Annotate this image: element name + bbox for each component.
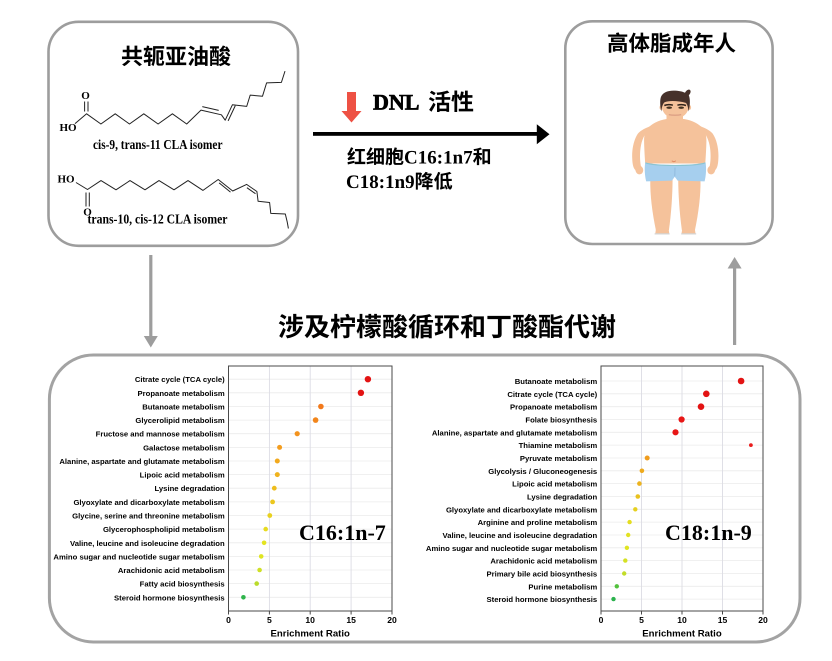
svg-text:Primary bile acid biosynthesis: Primary bile acid biosynthesis [487,570,598,579]
svg-text:Glycolysis / Gluconeogenesis: Glycolysis / Gluconeogenesis [488,467,597,476]
svg-text:Arginine and proline metabolis: Arginine and proline metabolism [478,518,598,527]
svg-text:Amino sugar and nucleotide sug: Amino sugar and nucleotide sugar metabol… [53,552,224,561]
svg-text:Folate biosynthesis: Folate biosynthesis [525,416,597,425]
svg-text:HO: HO [59,122,77,134]
svg-text:Propanoate metabolism: Propanoate metabolism [510,403,597,412]
svg-text:Thiamine metabolism: Thiamine metabolism [519,441,598,450]
svg-text:Amino sugar and nucleotide sug: Amino sugar and nucleotide sugar metabol… [426,544,597,553]
svg-text:C18:1n-9: C18:1n-9 [665,520,752,545]
svg-text:O: O [81,90,90,102]
svg-text:Glyoxylate and dicarboxylate m: Glyoxylate and dicarboxylate metabolism [446,505,597,514]
svg-text:trans-10, cis-12 CLA isomer: trans-10, cis-12 CLA isomer [88,212,228,227]
svg-text:Alanine, aspartate and glutama: Alanine, aspartate and glutamate metabol… [432,428,597,437]
svg-text:O: O [83,207,92,219]
svg-text:Valine, leucine and isoleucine: Valine, leucine and isoleucine degradati… [443,531,598,540]
svg-text:Galactose metabolism: Galactose metabolism [143,443,225,452]
svg-text:Fructose and mannose metabolis: Fructose and mannose metabolism [96,430,225,439]
svg-text:Steroid hormone biosynthesis: Steroid hormone biosynthesis [114,593,225,602]
svg-text:20: 20 [387,615,397,625]
svg-text:Glyoxylate and dicarboxylate m: Glyoxylate and dicarboxylate metabolism [73,498,224,507]
svg-text:15: 15 [346,615,356,625]
svg-text:Glycine, serine and threonine: Glycine, serine and threonine metabolism [72,512,225,521]
svg-text:Arachidonic acid metabolism: Arachidonic acid metabolism [490,557,597,566]
svg-text:Alanine, aspartate and glutama: Alanine, aspartate and glutamate metabol… [59,457,224,466]
svg-text:Glycerolipid metabolism: Glycerolipid metabolism [135,416,224,425]
svg-text:Glycerophospholipid metabolism: Glycerophospholipid metabolism [103,525,225,534]
svg-text:Lipoic acid metabolism: Lipoic acid metabolism [140,471,225,480]
svg-text:Lysine degradation: Lysine degradation [154,484,225,493]
svg-text:Valine, leucine and isoleucine: Valine, leucine and isoleucine degradati… [70,539,225,548]
svg-text:0: 0 [226,615,231,625]
svg-text:Propanoate metabolism: Propanoate metabolism [138,389,225,398]
svg-text:Arachidonic acid metabolism: Arachidonic acid metabolism [118,566,225,575]
svg-text:Lysine degradation: Lysine degradation [527,493,598,502]
svg-text:HO: HO [57,174,75,186]
svg-text:Citrate cycle (TCA cycle): Citrate cycle (TCA cycle) [135,375,225,384]
svg-text:5: 5 [639,615,644,625]
svg-text:15: 15 [718,615,728,625]
svg-text:Pyruvate metabolism: Pyruvate metabolism [520,454,597,463]
svg-text:20: 20 [758,615,768,625]
svg-text:C16:1n-7: C16:1n-7 [299,520,386,545]
svg-text:0: 0 [599,615,604,625]
svg-text:Butanoate metabolism: Butanoate metabolism [515,377,598,386]
svg-text:Citrate cycle (TCA cycle): Citrate cycle (TCA cycle) [507,390,597,399]
svg-text:Butanoate metabolism: Butanoate metabolism [142,403,225,412]
svg-text:Purine metabolism: Purine metabolism [528,582,597,591]
svg-text:Fatty acid biosynthesis: Fatty acid biosynthesis [140,580,225,589]
svg-text:Enrichment Ratio: Enrichment Ratio [270,629,350,640]
svg-text:cis-9, trans-11 CLA isomer: cis-9, trans-11 CLA isomer [93,137,223,152]
svg-text:Enrichment Ratio: Enrichment Ratio [642,629,722,640]
svg-text:10: 10 [305,615,315,625]
svg-text:10: 10 [677,615,687,625]
svg-text:Lipoic acid metabolism: Lipoic acid metabolism [512,480,597,489]
svg-text:Steroid hormone biosynthesis: Steroid hormone biosynthesis [487,595,598,604]
svg-text:5: 5 [267,615,272,625]
